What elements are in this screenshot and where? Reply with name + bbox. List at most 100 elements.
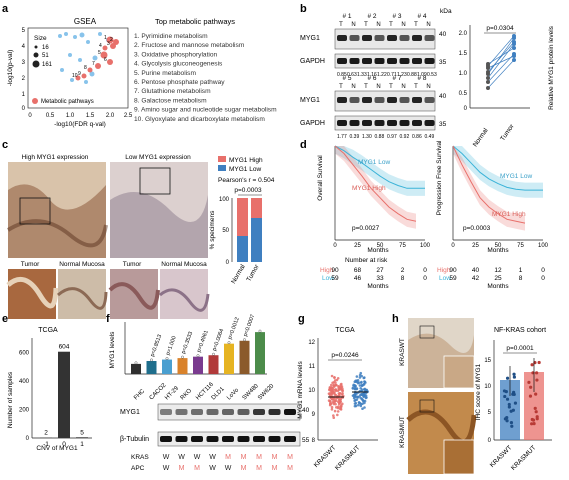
pathway-list: 1. Pyrimidine metabolism 2. Fructose and … xyxy=(134,33,277,123)
mrna-dot xyxy=(359,404,363,408)
pfs-pvalue: p=0.0003 xyxy=(463,225,491,232)
y-tick: 12 xyxy=(308,340,315,346)
cell-bar-dot xyxy=(227,341,231,345)
km-overall-survival: 0 25 50 75 100 xyxy=(333,145,431,249)
y-tick: 1.5 xyxy=(459,51,468,57)
row-label-mut: KRASMUT xyxy=(399,416,406,448)
kras-status: M xyxy=(225,454,231,461)
cell-bar-dot xyxy=(165,357,169,360)
cnv-x-tick: -1 xyxy=(43,441,49,448)
paired-plot xyxy=(486,34,516,90)
ihc-dot-wt xyxy=(510,424,514,428)
paired-point-tumor xyxy=(512,58,516,62)
cell-blot-band-tubulin xyxy=(160,436,172,442)
ihc-pattern xyxy=(6,276,59,309)
cell-pvalue: p=0.0012 xyxy=(227,317,241,341)
gsea-point-metabolic xyxy=(102,45,108,51)
blot-quant-value: 0.63 xyxy=(347,72,357,78)
y-tick: 0.5 xyxy=(459,91,468,97)
km-x-tick: 0 xyxy=(451,243,455,249)
ihc-dot-wt xyxy=(512,375,516,379)
risk-value: 68 xyxy=(354,267,362,274)
kras-status: W xyxy=(163,454,170,461)
ihc-gland-high xyxy=(6,219,108,248)
blot-group-label: # 1 xyxy=(342,13,351,20)
ihc-dot-mut xyxy=(531,418,536,422)
blot-tn-label: T xyxy=(389,22,393,28)
blot-quant-value: 0.86 xyxy=(412,134,422,140)
blot-group-label: # 2 xyxy=(367,13,376,20)
panel-f: f p=0.8513 p=1.000 p=0.3533 p=0.4961 p=0.006… xyxy=(106,313,310,472)
cell-bar xyxy=(131,363,141,374)
gsea-size-legend: Size 16 51 161 xyxy=(32,35,53,68)
panel-b-pvalue: p=0.0304 xyxy=(486,25,514,32)
gsea-point-metabolic xyxy=(106,36,114,44)
pfs-label-high: MYG1 High xyxy=(492,211,526,218)
gsea-point-metabolic xyxy=(75,75,81,81)
size-dot-small xyxy=(34,45,38,49)
legend-swatch-low xyxy=(218,165,226,171)
blot-band-myg1 xyxy=(387,97,397,103)
km-x-tick: 25 xyxy=(354,243,361,249)
label-high-expression: High MYG1 expression xyxy=(22,154,89,161)
ihc-tumor-high-zoom xyxy=(8,269,56,319)
mrna-dot xyxy=(331,386,334,390)
cell-blot-band-tubulin xyxy=(268,436,281,442)
km-x-tick: 0 xyxy=(333,243,337,249)
mrna-dot xyxy=(357,381,361,384)
km-progression-free-survival: 0 25 50 75 100 xyxy=(451,145,549,249)
blot-band-myg1 xyxy=(374,97,385,103)
risk-value: 2 xyxy=(401,267,405,274)
pathway-item: 3. Oxidative phosphorylation xyxy=(134,51,218,58)
mrna-dot xyxy=(329,386,332,389)
panel-c: c High MYG1 expression Low MYG1 expressi… xyxy=(2,139,275,319)
western-blot-top: # 1 # 2 # 3 # 4 T N T N T N T N MYG1 GAPDH 40 35 0.85 0.6… xyxy=(300,13,447,78)
blot-group-label: # 3 xyxy=(392,13,401,20)
blot-band-gapdh xyxy=(399,120,410,126)
panel-a: a GSEA 5 4 3 2 1 0 0 0.5 1.0 1.5 2.0 2.5 -l… xyxy=(2,3,277,128)
pathway-item: 4. Glycolysis gluconeogenesis xyxy=(134,61,223,68)
ihc-dot-wt xyxy=(505,376,510,380)
mrna-cat-mut: KRASMUT xyxy=(334,444,361,471)
risk-value: 33 xyxy=(376,275,384,282)
mrna-dot xyxy=(358,376,362,379)
paired-line xyxy=(487,55,515,69)
panel-f-letter: f xyxy=(106,313,110,325)
mrna-dot xyxy=(353,380,357,384)
risk-value: 0 xyxy=(423,275,427,282)
blot-row-label-myg1: MYG1 xyxy=(300,97,320,104)
gsea-y-ticks: 5 4 3 2 1 0 xyxy=(22,28,26,112)
mrna-dot xyxy=(336,376,340,380)
mw-marker: 40 xyxy=(302,407,310,414)
mrna-dot xyxy=(339,386,343,389)
blot-band-gapdh xyxy=(412,120,422,126)
km-curve-high xyxy=(452,145,526,224)
ihc-dot-mut xyxy=(530,363,534,367)
mrna-dot xyxy=(334,388,337,391)
panel-a-title: GSEA xyxy=(74,17,97,26)
x-tick: 2.0 xyxy=(106,113,115,119)
risk-value: 42 xyxy=(472,275,480,282)
cell-bar-dot xyxy=(258,329,262,333)
stack-normal-high xyxy=(237,198,248,236)
gsea-y-label: -log10(p-val) xyxy=(7,50,14,87)
cnv-x-tick: 1 xyxy=(80,441,84,448)
y-tick: 0 xyxy=(226,260,230,266)
blot-band-gapdh xyxy=(412,58,422,64)
cell-bar xyxy=(239,340,250,374)
mrna-dot xyxy=(359,386,363,390)
mw-marker: 40 xyxy=(439,31,447,38)
ihc-dot-wt xyxy=(503,417,508,421)
x-tick: 0.5 xyxy=(46,113,55,119)
mrna-cat-wt: KRASWT xyxy=(313,444,338,469)
risk-value: 8 xyxy=(519,275,523,282)
label-low-expression: Low MYG1 expression xyxy=(125,154,191,161)
kras-status: M xyxy=(287,454,293,461)
ihc-dot-mut xyxy=(533,406,537,410)
risk-group-high: High xyxy=(320,267,334,274)
cell-line-label: SW620 xyxy=(257,383,276,402)
blot-band-myg1 xyxy=(374,35,385,41)
gsea-x-ticks: 0 0.5 1.0 1.5 2.0 2.5 xyxy=(28,113,133,119)
cell-pvalue: p=0.8513 xyxy=(150,334,164,358)
gsea-point-label: 3 xyxy=(107,41,110,47)
